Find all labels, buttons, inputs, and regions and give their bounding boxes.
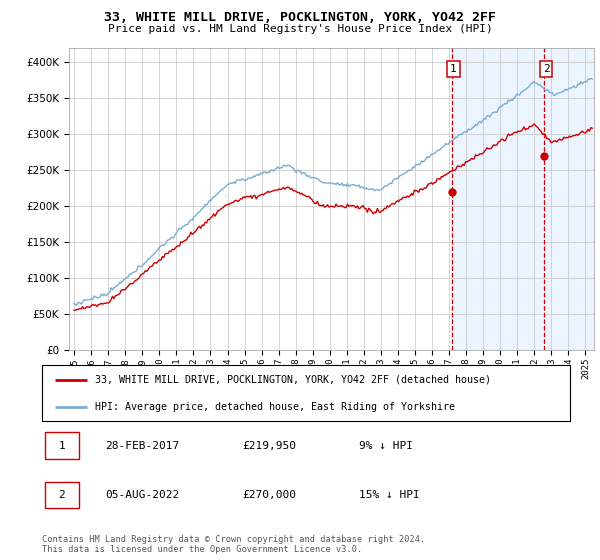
Text: 1: 1: [58, 441, 65, 451]
Text: HPI: Average price, detached house, East Riding of Yorkshire: HPI: Average price, detached house, East…: [95, 402, 455, 412]
Text: £270,000: £270,000: [242, 490, 296, 500]
Text: 28-FEB-2017: 28-FEB-2017: [106, 441, 179, 451]
FancyBboxPatch shape: [44, 432, 79, 459]
FancyBboxPatch shape: [42, 365, 570, 421]
FancyBboxPatch shape: [44, 482, 79, 508]
Text: 33, WHITE MILL DRIVE, POCKLINGTON, YORK, YO42 2FF (detached house): 33, WHITE MILL DRIVE, POCKLINGTON, YORK,…: [95, 375, 491, 385]
Text: 05-AUG-2022: 05-AUG-2022: [106, 490, 179, 500]
Bar: [452, 48, 600, 350]
Text: 1: 1: [450, 64, 457, 74]
Text: 33, WHITE MILL DRIVE, POCKLINGTON, YORK, YO42 2FF: 33, WHITE MILL DRIVE, POCKLINGTON, YORK,…: [104, 11, 496, 24]
Text: Price paid vs. HM Land Registry's House Price Index (HPI): Price paid vs. HM Land Registry's House …: [107, 24, 493, 34]
Text: 2: 2: [58, 490, 65, 500]
Text: 15% ↓ HPI: 15% ↓ HPI: [359, 490, 419, 500]
Text: 9% ↓ HPI: 9% ↓ HPI: [359, 441, 413, 451]
Text: £219,950: £219,950: [242, 441, 296, 451]
Text: Contains HM Land Registry data © Crown copyright and database right 2024.
This d: Contains HM Land Registry data © Crown c…: [42, 535, 425, 554]
Text: 2: 2: [543, 64, 550, 74]
